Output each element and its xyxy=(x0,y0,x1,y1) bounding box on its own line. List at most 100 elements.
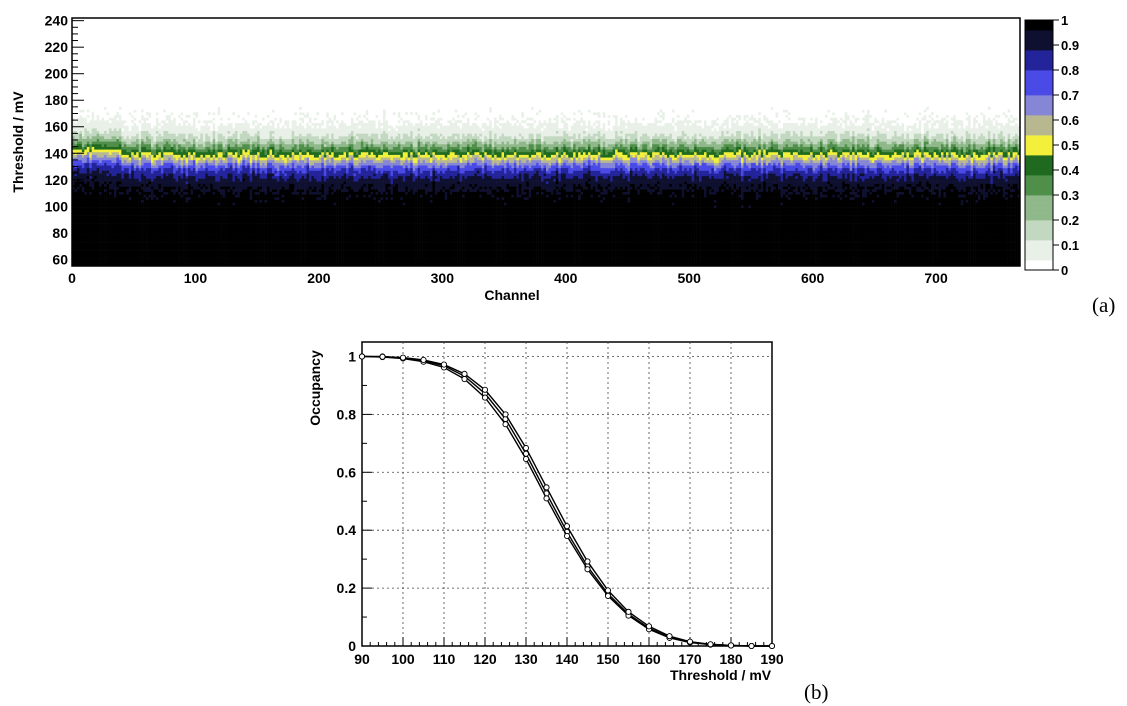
heatmap-cell xyxy=(203,242,206,245)
heatmap-cell xyxy=(151,229,154,232)
heatmap-cell xyxy=(188,165,191,168)
heatmap-cell xyxy=(141,165,144,168)
heatmap-cell xyxy=(237,255,240,258)
heatmap-cell xyxy=(181,234,184,237)
heatmap-cell xyxy=(193,117,196,120)
heatmap-cell xyxy=(235,194,238,197)
heatmap-cell xyxy=(156,181,159,184)
heatmap-cell xyxy=(161,123,164,126)
heatmap-cell xyxy=(210,253,213,256)
heatmap-cell xyxy=(146,224,149,227)
heatmap-cell xyxy=(235,178,238,181)
heatmap-cell xyxy=(124,133,127,136)
heatmap-cell xyxy=(146,192,149,195)
heatmap-cell xyxy=(151,253,154,256)
heatmap-cell xyxy=(171,152,174,155)
heatmap-cell xyxy=(255,205,258,208)
heatmap-cell xyxy=(213,205,216,208)
heatmap-cell xyxy=(153,221,156,224)
heatmap-cell xyxy=(119,160,122,163)
heatmap-cell xyxy=(149,136,152,139)
heatmap-cell xyxy=(112,232,115,235)
heatmap-cell xyxy=(240,168,243,171)
heatmap-cell xyxy=(213,165,216,168)
heatmap-cell xyxy=(79,234,82,237)
heatmap-cell xyxy=(168,186,171,189)
heatmap-cell xyxy=(87,205,90,208)
heatmap-cell xyxy=(112,200,115,203)
heatmap-cell xyxy=(119,144,122,147)
heatmap-cell xyxy=(255,189,258,192)
heatmap-cell xyxy=(114,115,117,118)
heatmap-cell xyxy=(250,258,253,261)
heatmap-cell xyxy=(176,205,179,208)
heatmap-cell xyxy=(220,189,223,192)
heatmap-cell xyxy=(181,202,184,205)
heatmap-cell xyxy=(193,168,196,171)
heatmap-cell xyxy=(205,104,208,107)
heatmap-cell xyxy=(131,205,134,208)
heatmap-cell xyxy=(240,208,243,211)
heatmap-cell xyxy=(171,168,174,171)
heatmap-cell xyxy=(262,133,265,136)
heatmap-cell xyxy=(200,258,203,261)
heatmap-cell xyxy=(156,237,159,240)
heatmap-cell xyxy=(195,232,198,235)
heatmap-cell xyxy=(102,165,105,168)
heatmap-cell xyxy=(79,165,82,168)
heatmap-cell xyxy=(104,202,107,205)
heatmap-cell xyxy=(208,128,211,131)
heatmap-cell xyxy=(220,239,223,242)
heatmap-cell xyxy=(109,123,112,126)
heatmap-cell xyxy=(255,202,258,205)
heatmap-cell xyxy=(195,115,198,118)
heatmap-cell xyxy=(186,163,189,166)
heatmap-cell xyxy=(109,250,112,253)
heatmap-cell xyxy=(92,125,95,128)
heatmap-cell xyxy=(119,171,122,174)
heatmap-cell xyxy=(158,186,161,189)
heatmap-cell xyxy=(270,184,273,187)
heatmap-cell xyxy=(74,194,77,197)
heatmap-cell xyxy=(112,189,115,192)
heatmap-cell xyxy=(141,213,144,216)
heatmap-cell xyxy=(173,136,176,139)
heatmap-cell xyxy=(151,237,154,240)
heatmap-cell xyxy=(270,160,273,163)
heatmap-cell xyxy=(183,221,186,224)
heatmap-cell xyxy=(173,176,176,179)
heatmap-cell xyxy=(262,247,265,250)
heatmap-cell xyxy=(235,139,238,142)
heatmap-cell xyxy=(198,184,201,187)
heatmap-cell xyxy=(102,202,105,205)
heatmap-cell xyxy=(126,197,129,200)
heatmap-cell xyxy=(141,192,144,195)
heatmap-cell xyxy=(265,232,268,235)
heatmap-cell xyxy=(195,216,198,219)
heatmap-cell xyxy=(228,258,231,261)
heatmap-cell xyxy=(257,232,260,235)
heatmap-cell xyxy=(242,157,245,160)
heatmap-cell xyxy=(262,115,265,118)
heatmap-cell xyxy=(116,165,119,168)
heatmap-cell xyxy=(144,197,147,200)
heatmap-cell xyxy=(195,163,198,166)
heatmap-cell xyxy=(82,250,85,253)
heatmap-cell xyxy=(136,192,139,195)
heatmap-cell xyxy=(124,163,127,166)
heatmap-cell xyxy=(242,141,245,144)
heatmap-cell xyxy=(163,152,166,155)
heatmap-cell xyxy=(116,125,119,128)
heatmap-cell xyxy=(240,224,243,227)
heatmap-cell xyxy=(126,255,129,258)
heatmap-cell xyxy=(97,205,100,208)
heatmap-cell xyxy=(131,186,134,189)
heatmap-cell xyxy=(173,131,176,134)
heatmap-cell xyxy=(183,176,186,179)
heatmap-cell xyxy=(114,110,117,113)
heatmap-cell xyxy=(181,250,184,253)
heatmap-cell xyxy=(116,197,119,200)
heatmap-cell xyxy=(161,184,164,187)
heatmap-cell xyxy=(121,218,124,221)
heatmap-cell xyxy=(245,157,248,160)
